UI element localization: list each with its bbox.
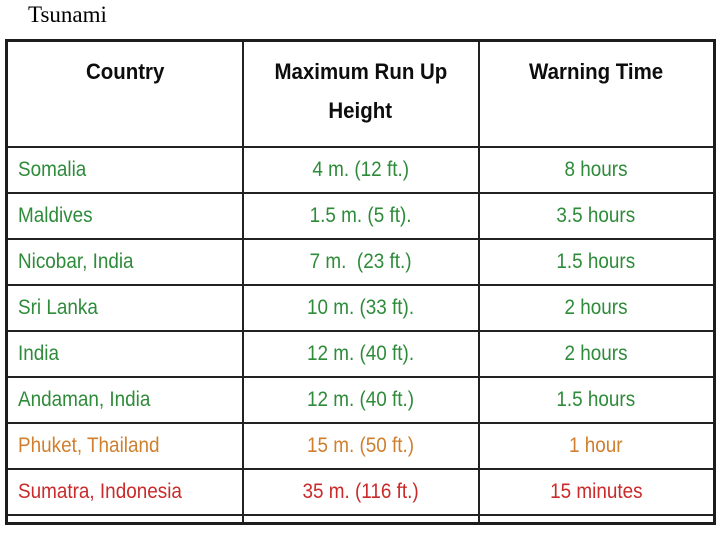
cell-country: India — [5, 330, 244, 378]
header-row: Country Maximum Run Up Height Warning Ti… — [5, 39, 716, 148]
height-value: 10 m. (33 ft). — [306, 296, 415, 319]
empty-cell — [241, 514, 480, 525]
height-value: 35 m. (116 ft.) — [302, 480, 419, 503]
warning-value: 2 hours — [564, 342, 628, 365]
cell-warning-time: 15 minutes — [477, 468, 716, 516]
cell-country: Sumatra, Indonesia — [5, 468, 244, 516]
country-label: Phuket, Thailand — [18, 434, 160, 457]
warning-value: 8 hours — [564, 158, 628, 181]
table-row-sri-lanka: Sri Lanka 10 m. (33 ft). 2 hours — [5, 284, 716, 332]
warning-value: 1.5 hours — [556, 250, 636, 273]
country-label: Maldives — [18, 204, 93, 227]
country-label: Sri Lanka — [18, 296, 98, 319]
country-label: India — [18, 342, 59, 365]
table-header: Country Maximum Run Up Height Warning Ti… — [5, 39, 716, 148]
column-header-warning-label: Warning Time — [529, 59, 664, 84]
cell-run-up-height: 7 m. (23 ft.) — [241, 238, 480, 286]
table-row-nicobar-india: Nicobar, India 7 m. (23 ft.) 1.5 hours — [5, 238, 716, 286]
warning-value: 1.5 hours — [556, 388, 636, 411]
cell-run-up-height: 35 m. (116 ft.) — [241, 468, 480, 516]
warning-value: 1 hour — [569, 434, 624, 457]
cell-country: Andaman, India — [5, 376, 244, 424]
cell-run-up-height: 1.5 m. (5 ft). — [241, 192, 480, 240]
table-row-india: India 12 m. (40 ft). 2 hours — [5, 330, 716, 378]
cell-run-up-height: 12 m. (40 ft.) — [241, 376, 480, 424]
cell-warning-time: 8 hours — [477, 146, 716, 194]
cell-run-up-height: 15 m. (50 ft.) — [241, 422, 480, 470]
cell-run-up-height: 4 m. (12 ft.) — [241, 146, 480, 194]
country-label: Sumatra, Indonesia — [18, 480, 182, 503]
warning-value: 2 hours — [564, 296, 628, 319]
cell-country: Sri Lanka — [5, 284, 244, 332]
table-body: Somalia 4 m. (12 ft.) 8 hours Maldives 1… — [5, 146, 716, 525]
country-label: Andaman, India — [18, 388, 151, 411]
empty-bottom-row — [5, 514, 716, 525]
cell-country: Somalia — [5, 146, 244, 194]
cell-run-up-height: 12 m. (40 ft). — [241, 330, 480, 378]
height-value: 12 m. (40 ft). — [306, 342, 415, 365]
cell-country: Phuket, Thailand — [5, 422, 244, 470]
table-row-andaman-india: Andaman, India 12 m. (40 ft.) 1.5 hours — [5, 376, 716, 424]
cell-warning-time: 1.5 hours — [477, 238, 716, 286]
height-value: 15 m. (50 ft.) — [306, 434, 415, 457]
page-title: Tsunami — [28, 2, 107, 27]
country-label: Somalia — [18, 158, 87, 181]
empty-cell — [477, 514, 716, 525]
height-value: 4 m. (12 ft.) — [312, 158, 409, 181]
country-label: Nicobar, India — [18, 250, 134, 273]
cell-warning-time: 1.5 hours — [477, 376, 716, 424]
cell-warning-time: 2 hours — [477, 284, 716, 332]
table-row-somalia: Somalia 4 m. (12 ft.) 8 hours — [5, 146, 716, 194]
cell-warning-time: 2 hours — [477, 330, 716, 378]
table-row-sumatra-indonesia: Sumatra, Indonesia 35 m. (116 ft.) 15 mi… — [5, 468, 716, 516]
height-value: 1.5 m. (5 ft). — [309, 204, 412, 227]
column-header-country-label: Country — [85, 59, 164, 84]
warning-value: 3.5 hours — [556, 204, 636, 227]
column-header-height-line1: Maximum Run Up — [274, 59, 447, 84]
cell-run-up-height: 10 m. (33 ft). — [241, 284, 480, 332]
height-value: 7 m. (23 ft.) — [309, 250, 412, 273]
column-header-height-line2: Height — [328, 98, 393, 123]
tsunami-table: Country Maximum Run Up Height Warning Ti… — [5, 39, 716, 525]
column-header-run-up-height: Maximum Run Up Height — [241, 39, 480, 148]
warning-value: 15 minutes — [550, 480, 643, 503]
cell-warning-time: 3.5 hours — [477, 192, 716, 240]
cell-country: Maldives — [5, 192, 244, 240]
column-header-country: Country — [5, 39, 244, 148]
height-value: 12 m. (40 ft.) — [306, 388, 415, 411]
table-row-maldives: Maldives 1.5 m. (5 ft). 3.5 hours — [5, 192, 716, 240]
column-header-warning-time: Warning Time — [477, 39, 716, 148]
cell-country: Nicobar, India — [5, 238, 244, 286]
cell-warning-time: 1 hour — [477, 422, 716, 470]
table-row-phuket-thailand: Phuket, Thailand 15 m. (50 ft.) 1 hour — [5, 422, 716, 470]
empty-cell — [5, 514, 244, 525]
